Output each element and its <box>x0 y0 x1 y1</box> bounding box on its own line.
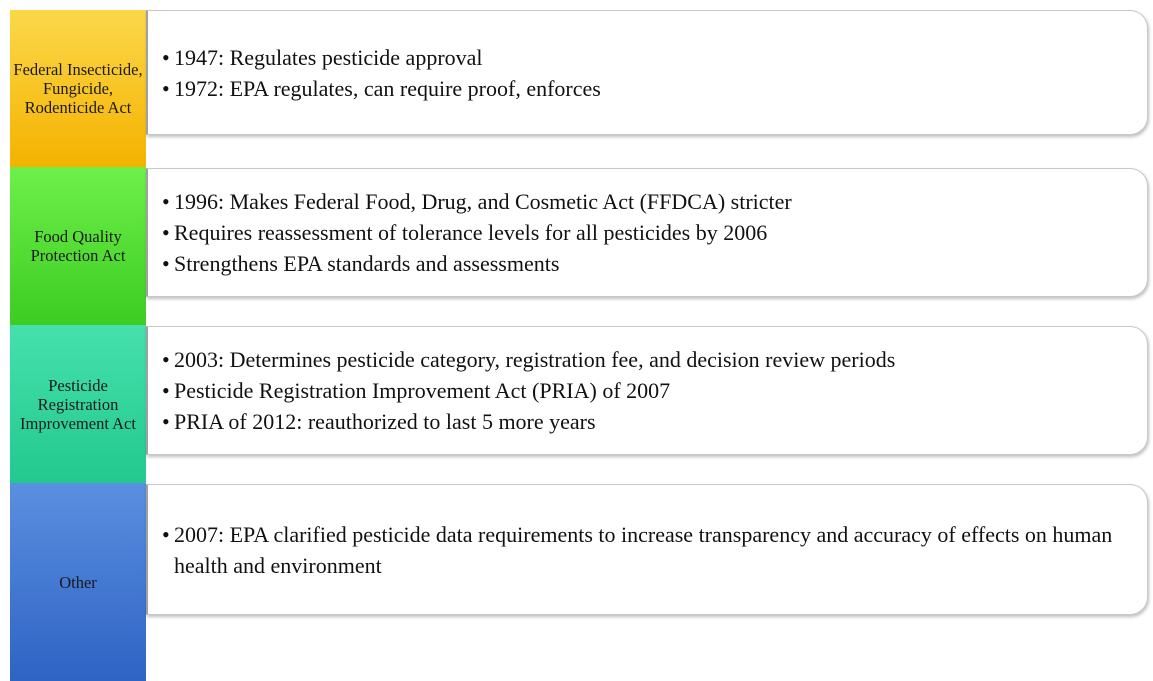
bullet-item: 1996: Makes Federal Food, Drug, and Cosm… <box>162 186 1074 217</box>
category-label-box: Food Quality Protection Act <box>10 167 146 325</box>
bullet-item: Requires reassessment of tolerance level… <box>162 217 1074 248</box>
category-label: Food Quality Protection Act <box>13 227 143 265</box>
bullet-item: Pesticide Registration Improvement Act (… <box>162 375 1139 406</box>
category-label-text: Federal Insecticide, Fungicide, Rodentic… <box>13 60 143 117</box>
category-label-text: Food Quality Protection Act <box>30 227 126 265</box>
detail-card: 2007: EPA clarified pesticide data requi… <box>146 484 1148 615</box>
category-label-box: Other <box>10 483 146 681</box>
category-label-text: Pesticide Registration Improvement Act <box>20 375 136 433</box>
category-label-text: Other <box>59 572 97 592</box>
bullet-item: 1947: Regulates pesticide approval <box>162 42 734 73</box>
bullet-item: 1972: EPA regulates, can require proof, … <box>162 73 734 104</box>
category-label-box: Federal Insecticide, Fungicide, Rodentic… <box>10 10 146 167</box>
category-label: Federal Insecticide, Fungicide, Rodentic… <box>13 60 143 117</box>
detail-card: 1947: Regulates pesticide approval1972: … <box>146 10 1148 135</box>
bullet-item: 2007: EPA clarified pesticide data requi… <box>162 519 1114 581</box>
bullet-item: Strengthens EPA standards and assessment… <box>162 248 1074 279</box>
category-label: Pesticide Registration Improvement Act <box>13 376 143 433</box>
category-label-box: Pesticide Registration Improvement Act <box>10 325 146 483</box>
bullet-item: PRIA of 2012: reauthorized to last 5 mor… <box>162 406 1139 437</box>
detail-card: 2003: Determines pesticide category, reg… <box>146 326 1148 455</box>
detail-card: 1996: Makes Federal Food, Drug, and Cosm… <box>146 168 1148 297</box>
bullet-item: 2003: Determines pesticide category, reg… <box>162 344 1139 375</box>
category-label: Other <box>59 573 97 592</box>
